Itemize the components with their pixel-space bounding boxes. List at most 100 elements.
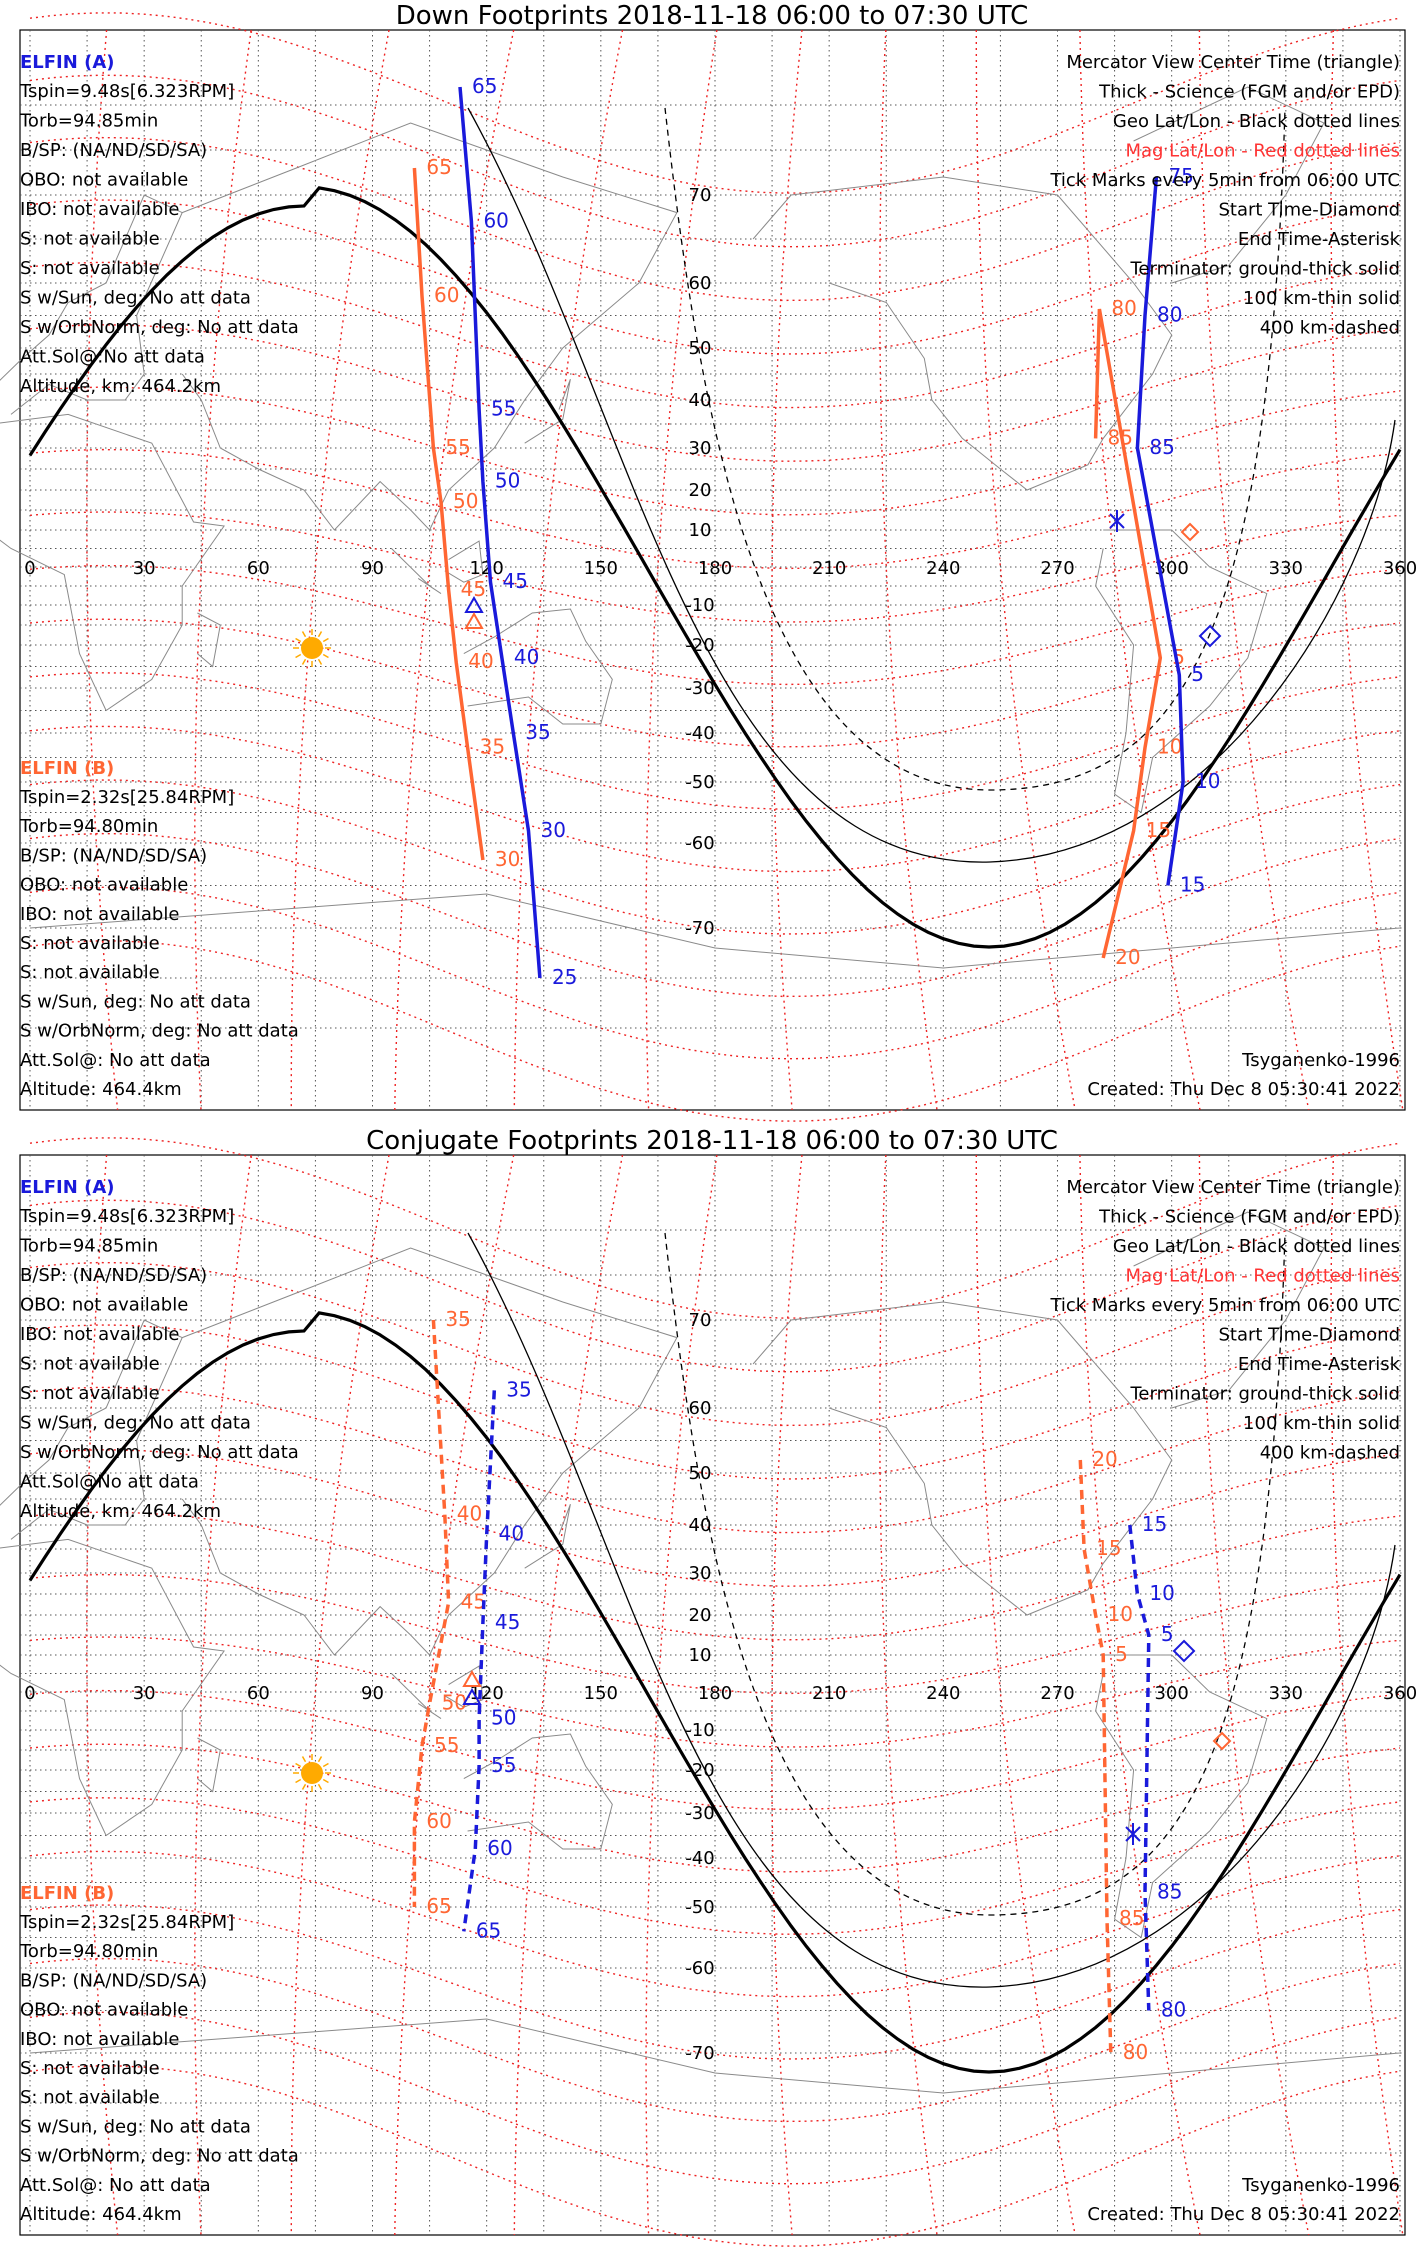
mag-parallel (29, 2011, 1401, 2185)
center-triangle-b (462, 1669, 482, 1687)
legend-item: Thick - Science (FGM and/or EPD) (1098, 1207, 1400, 1228)
lat-tick-label: -50 (685, 1897, 714, 1918)
lat-tick-label: 30 (689, 1563, 712, 1584)
track-elfin-a-tick-label: 85 (1157, 1879, 1182, 1903)
track-elfin-a-tick-label: 15 (1180, 873, 1205, 897)
elfin-b-info-line: Att.Sol@: No att data (20, 1050, 211, 1071)
track-elfin-a-tick-label: 85 (1149, 435, 1174, 459)
lon-tick-label: 120 (469, 558, 503, 579)
lon-tick-label: 360 (1383, 558, 1417, 579)
track-elfin-b-tick-label: 55 (434, 1733, 459, 1757)
lon-tick-label: 270 (1040, 1683, 1074, 1704)
track-elfin-a-tick-label: 55 (491, 397, 516, 421)
lat-tick-label: 70 (689, 1310, 712, 1331)
lon-tick-label: 180 (698, 1683, 732, 1704)
mag-parallel (29, 136, 1401, 302)
terminator-100km (467, 1232, 1396, 1988)
time-markers (462, 1639, 1232, 1845)
elfin-b-heading: ELFIN (B) (20, 1883, 114, 1904)
track-elfin-b-path (1093, 308, 1163, 959)
mag-meridian (645, 1154, 718, 2236)
elfin-b-info-line: IBO: not available (20, 2029, 179, 2050)
center-triangle-b (464, 611, 484, 629)
legend-item: Mercator View Center Time (triangle) (1066, 1177, 1400, 1198)
coastline (524, 379, 571, 444)
coastline (29, 893, 1401, 969)
track-elfin-a-tick-label: 35 (525, 720, 550, 744)
elfin-a-info-line: IBO: not available (20, 199, 179, 220)
elfin-a-info-line: Tspin=9.48s[6.323RPM] (19, 81, 234, 102)
elfin-b-info-line: B/SP: (NA/ND/SD/SA) (20, 845, 207, 866)
mag-parallel (29, 324, 1401, 462)
lon-tick-label: 180 (698, 558, 732, 579)
track-elfin-a-path (1128, 1524, 1151, 2011)
mag-grid (29, 12, 1404, 1122)
elfin-a-info: ELFIN (A) Tspin=9.48s[6.323RPM] Torb=94.85… (19, 1177, 299, 1522)
mag-meridian (194, 29, 252, 1111)
elfin-a-info: ELFIN (A) Tspin=9.48s[6.323RPM] Torb=94.85… (19, 52, 299, 397)
elfin-a-info-line: OBO: not available (20, 1295, 188, 1316)
lat-tick-label: -20 (685, 635, 714, 656)
legend-item: 100 km-thin solid (1243, 1413, 1400, 1434)
legend-item: Thick - Science (FGM and/or EPD) (1098, 82, 1400, 103)
mag-parallel (29, 1199, 1401, 1373)
track-elfin-b-tick-label: 30 (495, 847, 520, 871)
track-elfin-a-tick-label: 30 (541, 818, 566, 842)
mag-parallel (29, 1261, 1401, 1427)
track-elfin-b-tick-label: 40 (457, 1502, 482, 1526)
mag-parallel (29, 1743, 1401, 1873)
mag-parallel (29, 1904, 1401, 2060)
mag-meridian (771, 1154, 803, 2236)
coastline (181, 122, 678, 531)
coastline (29, 2018, 1401, 2094)
elfin-b-info-line: Torb=94.80min (19, 816, 158, 837)
panel-title: Down Footprints 2018-11-18 06:00 to 07:3… (396, 1, 1029, 31)
coastline (524, 1504, 571, 1569)
map-frame (19, 1154, 1406, 2236)
lat-tick-label: 60 (689, 1398, 712, 1419)
track-elfin-b-tick-label: 10 (1108, 1602, 1133, 1626)
elfin-b-info-line: IBO: not available (20, 904, 179, 925)
lon-tick-label: 150 (584, 1683, 618, 1704)
legend-item: Terminator: ground-thick solid (1129, 1384, 1400, 1405)
model-label: Tsyganenko-1996 (1241, 1050, 1400, 1071)
track-elfin-a: 65 60 55 50 45 40 35 30 25 75 80 85 5 10 15 (458, 74, 1221, 989)
elfin-b-info: ELFIN (B) Tspin=2.32s[25.84RPM] Torb=94.80… (19, 758, 299, 1100)
mag-parallel (29, 672, 1401, 810)
mag-meridian (879, 1154, 938, 2236)
track-elfin-a-tick-label: 60 (483, 208, 508, 232)
lon-tick-label: 240 (926, 558, 960, 579)
track-elfin-a-tick-label: 80 (1161, 1998, 1186, 2022)
mag-meridian (394, 1154, 515, 2236)
start-diamond-b (1180, 522, 1200, 542)
terminator-400km (664, 107, 1286, 791)
terminator (28, 1232, 1402, 2074)
elfin-a-info-line: OBO: not available (20, 170, 188, 191)
elfin-a-info-line: S w/OrbNorm, deg: No att data (20, 1442, 299, 1463)
lat-tick-label: 60 (689, 273, 712, 294)
lat-tick-label: -70 (685, 2043, 714, 2064)
track-elfin-b-tick-label: 60 (434, 283, 459, 307)
mag-parallel (29, 199, 1401, 355)
lon-tick-label: 210 (812, 558, 846, 579)
sun-icon (293, 629, 331, 667)
legend-item: Mag Lat/Lon - Red dotted lines (1125, 1266, 1400, 1287)
lon-tick-label: 240 (926, 1683, 960, 1704)
legend-item: Mercator View Center Time (triangle) (1066, 52, 1400, 73)
lon-tick-label: 60 (247, 558, 270, 579)
mag-meridian (975, 30, 1076, 1111)
lat-tick-label: 10 (689, 520, 712, 541)
track-elfin-b-tick-label: 85 (1108, 425, 1133, 449)
legend: Mercator View Center Time (triangle) Thic… (1049, 52, 1400, 339)
elfin-a-info-line: B/SP: (NA/ND/SD/SA) (20, 1265, 207, 1286)
lon-tick-label: 330 (1269, 558, 1303, 579)
end-asterisk-a (1125, 1823, 1141, 1845)
track-elfin-b-tick-label: 35 (445, 1307, 470, 1331)
elfin-b-heading: ELFIN (B) (20, 758, 114, 779)
coastline (1133, 1211, 1325, 1409)
legend-item: End Time-Asterisk (1238, 1354, 1401, 1375)
track-elfin-b-tick-label: 35 (480, 735, 505, 759)
track-elfin-b: 35 40 45 50 55 60 65 20 15 10 5 85 80 (412, 1307, 1148, 2064)
mag-parallel (29, 74, 1401, 248)
